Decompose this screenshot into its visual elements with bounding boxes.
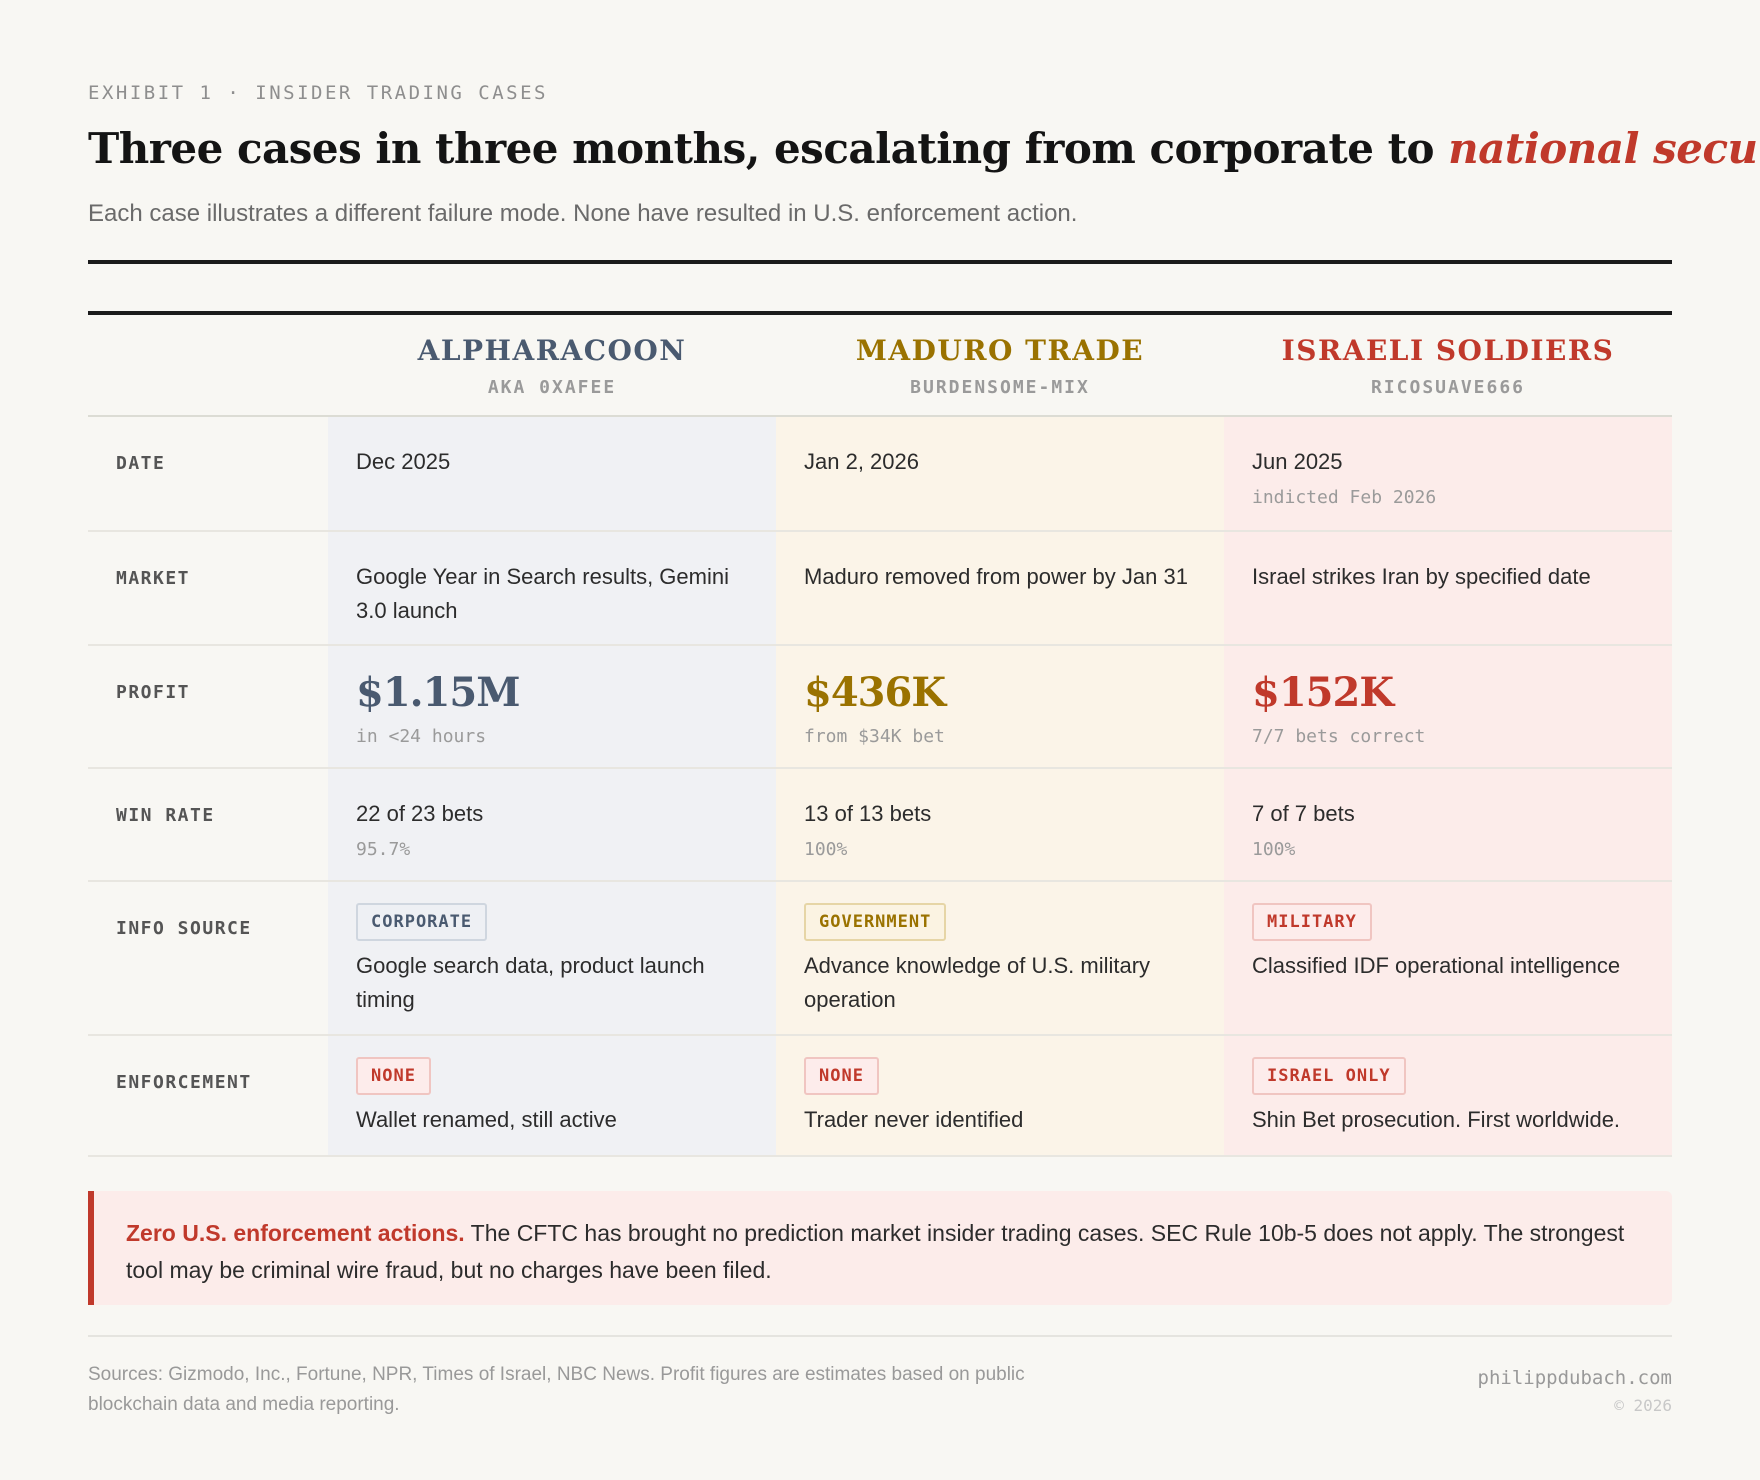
page-title: Three cases in three months, escalating … — [88, 124, 1760, 173]
cell-main: 7 of 7 bets — [1252, 801, 1355, 826]
cell-text: Shin Bet prosecution. First worldwide. — [1252, 1107, 1621, 1132]
cell: Jan 2, 2026 — [776, 416, 1224, 532]
callout-lead: Zero U.S. enforcement actions. — [126, 1220, 465, 1246]
copyright: © 2026 — [1614, 1396, 1672, 1415]
case-handle: RICOSUAVE666 — [1370, 376, 1526, 398]
case-name: MADURO TRADE — [855, 333, 1145, 367]
case-handle: BURDENSOME-MIX — [910, 376, 1090, 398]
cell-text: Trader never identified — [804, 1107, 1024, 1132]
callout-box: Zero U.S. enforcement actions. The CFTC … — [88, 1191, 1672, 1305]
case-name: ISRAELI SOLDIERS — [1281, 333, 1615, 367]
cell: $436K from $34K bet — [776, 645, 1224, 769]
cases-table: ALPHARACOON AKA 0XAFEE MADURO TRADE BURDEN… — [88, 316, 1672, 1157]
info-badge: MILITARY — [1252, 903, 1372, 941]
title-main: Three cases in three months, escalating … — [88, 124, 1449, 173]
case-header-alpharacoon: ALPHARACOON AKA 0XAFEE — [328, 316, 776, 417]
cell: CORPORATE Google search data, product lau… — [328, 881, 776, 1036]
title-emphasis: national security — [1448, 124, 1760, 173]
table-row-profit: PROFIT $1.15M in <24 hours $436K from $34K… — [88, 645, 1672, 769]
cell: Maduro removed from power by Jan 31 — [776, 531, 1224, 646]
row-label: DATE — [88, 416, 328, 532]
case-handle: AKA 0XAFEE — [487, 376, 617, 398]
cell-text: Wallet renamed, still active — [356, 1107, 617, 1132]
cell: Google Year in Search results, Gemini 3.… — [328, 531, 776, 646]
sources-note: Sources: Gizmodo, Inc., Fortune, NPR, Ti… — [88, 1364, 1025, 1415]
case-header-maduro: MADURO TRADE BURDENSOME-MIX — [776, 316, 1224, 417]
cell: $1.15M in <24 hours — [328, 645, 776, 769]
row-label: PROFIT — [88, 645, 328, 769]
cell: Israel strikes Iran by specified date — [1224, 531, 1672, 646]
table-row-date: DATE Dec 2025 Jan 2, 2026 Jun 2025 indict… — [88, 416, 1672, 532]
case-header-israeli: ISRAELI SOLDIERS RICOSUAVE666 — [1224, 316, 1672, 417]
exhibit-label: EXHIBIT 1 · INSIDER TRADING CASES — [88, 82, 548, 104]
profit-value: $436K — [804, 669, 946, 716]
cell: 7 of 7 bets 100% — [1224, 768, 1672, 882]
profit-value: $152K — [1252, 669, 1394, 716]
row-label: MARKET — [88, 531, 328, 646]
cell: Dec 2025 — [328, 416, 776, 532]
table-row-enforcement: ENFORCEMENT NONE Wallet renamed, still ac… — [88, 1035, 1672, 1157]
enforcement-badge: NONE — [804, 1057, 879, 1095]
row-label: ENFORCEMENT — [88, 1035, 328, 1157]
row-label: INFO SOURCE — [88, 881, 328, 1036]
site-link[interactable]: philippdubach.com — [1477, 1367, 1672, 1389]
callout-text: The CFTC has brought no prediction marke… — [126, 1220, 1625, 1283]
cell-main: 13 of 13 bets — [804, 801, 932, 826]
cell-sub: indicted Feb 2026 — [1252, 487, 1437, 508]
cell-sub: 95.7% — [356, 839, 411, 860]
table-top-rule — [88, 311, 1672, 315]
divider — [88, 260, 1672, 264]
cell-main: Jun 2025 — [1252, 449, 1343, 474]
empty-header — [88, 316, 328, 417]
info-badge: GOVERNMENT — [804, 903, 947, 941]
info-badge: CORPORATE — [356, 903, 488, 941]
cell-sub: 100% — [1252, 839, 1296, 860]
profit-value: $1.15M — [356, 669, 521, 716]
cell: $152K 7/7 bets correct — [1224, 645, 1672, 769]
cell-sub: 7/7 bets correct — [1252, 726, 1426, 747]
cell: 13 of 13 bets 100% — [776, 768, 1224, 882]
cell: 22 of 23 bets 95.7% — [328, 768, 776, 882]
cell: NONE Trader never identified — [776, 1035, 1224, 1157]
cell-main: Dec 2025 — [356, 449, 451, 474]
table-row-market: MARKET Google Year in Search results, Ge… — [88, 531, 1672, 646]
table-header-row: ALPHARACOON AKA 0XAFEE MADURO TRADE BURDEN… — [88, 316, 1672, 417]
cell-text: Google search data, product launch timin… — [356, 953, 705, 1012]
cell-text: Advance knowledge of U.S. military opera… — [804, 953, 1151, 1012]
row-label: WIN RATE — [88, 768, 328, 882]
footer-divider — [88, 1335, 1672, 1337]
table-row-win-rate: WIN RATE 22 of 23 bets 95.7% 13 of 13 bet… — [88, 768, 1672, 882]
cell-sub: in <24 hours — [356, 726, 487, 747]
case-name: ALPHARACOON — [417, 333, 687, 367]
cell: Jun 2025 indicted Feb 2026 — [1224, 416, 1672, 532]
enforcement-badge: NONE — [356, 1057, 431, 1095]
cell-main: Jan 2, 2026 — [804, 449, 919, 474]
cell-text: Classified IDF operational intelligence — [1252, 953, 1621, 978]
cell: GOVERNMENT Advance knowledge of U.S. mili… — [776, 881, 1224, 1036]
cell-main: 22 of 23 bets — [356, 801, 484, 826]
cell: ISRAEL ONLY Shin Bet prosecution. First w… — [1224, 1035, 1672, 1157]
cell: MILITARY Classified IDF operational intel… — [1224, 881, 1672, 1036]
page-subtitle: Each case illustrates a different failur… — [88, 200, 1078, 227]
cell-sub: from $34K bet — [804, 726, 945, 747]
table-row-info-source: INFO SOURCE CORPORATE Google search data,… — [88, 881, 1672, 1036]
cell: NONE Wallet renamed, still active — [328, 1035, 776, 1157]
enforcement-badge: ISRAEL ONLY — [1252, 1057, 1406, 1095]
cell-sub: 100% — [804, 839, 848, 860]
